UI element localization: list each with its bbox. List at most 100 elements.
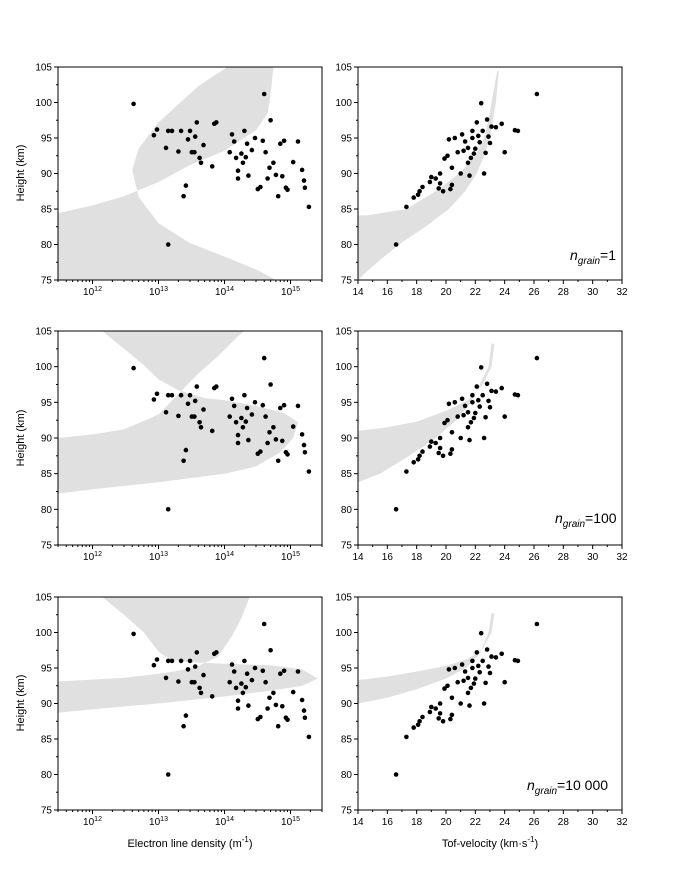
- y-tick-label-r1-density-95: 95: [41, 134, 53, 145]
- x-tick-label-r3-velocity: 22: [470, 817, 482, 828]
- data-point-r3-velocity-38: [481, 701, 487, 706]
- data-point-r2-density-44: [268, 382, 273, 387]
- data-point-r3-velocity-46: [502, 679, 508, 685]
- data-point-r1-density-14: [192, 149, 197, 155]
- data-point-r2-density-50: [281, 402, 287, 408]
- data-point-r1-velocity-30: [470, 128, 475, 134]
- y-tick-label-r2-density-85: 85: [41, 469, 53, 480]
- data-point-r1-velocity-48: [515, 128, 521, 134]
- data-point-r3-density-55: [299, 697, 305, 703]
- data-point-r1-velocity-8: [433, 176, 439, 181]
- x-tick-label-r3-velocity: 26: [528, 817, 540, 828]
- data-point-r1-density-58: [306, 204, 312, 210]
- data-point-r3-density-29: [239, 681, 244, 686]
- y-tick-label-r1-velocity-90: 90: [341, 169, 353, 180]
- data-point-r1-velocity-31: [471, 151, 477, 156]
- data-point-r1-velocity-21: [458, 171, 464, 176]
- data-point-r2-density-33: [244, 405, 250, 411]
- data-point-r2-velocity-2: [411, 460, 417, 465]
- data-point-r2-density-4: [165, 392, 171, 398]
- data-point-r3-velocity-48: [515, 658, 521, 664]
- data-point-r2-velocity-4: [417, 453, 422, 459]
- data-point-r1-velocity-0: [393, 242, 399, 247]
- data-point-r2-density-53: [290, 424, 296, 429]
- x-tick-label-r1-velocity: 14: [352, 287, 364, 298]
- data-point-r1-density-16: [194, 120, 200, 125]
- data-point-r2-velocity-22: [459, 396, 465, 402]
- data-point-r1-velocity-34: [476, 133, 481, 139]
- y-tick-label-r1-velocity-100: 100: [335, 98, 352, 109]
- data-point-r3-velocity-15: [446, 667, 452, 672]
- data-point-r1-density-34: [246, 173, 251, 178]
- data-point-r2-velocity-18: [449, 447, 455, 452]
- data-point-r3-density-35: [249, 677, 255, 683]
- x-tick-label-r3-density: 1012: [83, 816, 102, 828]
- data-point-r1-density-47: [275, 193, 281, 199]
- data-point-r3-density-20: [209, 694, 215, 699]
- data-point-r3-velocity-43: [489, 654, 494, 659]
- data-point-r1-velocity-13: [442, 156, 447, 161]
- data-point-r3-density-6: [165, 772, 171, 777]
- data-point-r3-density-10: [183, 713, 189, 718]
- data-point-r3-density-54: [295, 669, 301, 674]
- data-point-r1-density-15: [192, 134, 198, 139]
- x-axis-title-velocity-close: ): [535, 838, 539, 850]
- data-point-r1-density-28: [235, 176, 241, 181]
- data-point-r3-velocity-45: [499, 651, 505, 657]
- data-point-r2-density-47: [275, 458, 281, 464]
- data-point-r1-velocity-33: [474, 120, 480, 125]
- x-tick-exponent: 14: [226, 816, 234, 823]
- data-point-r3-velocity-5: [420, 714, 425, 720]
- x-tick-label-r2-density: 1014: [215, 551, 234, 563]
- data-point-r3-density-3: [163, 675, 169, 681]
- x-tick-label-r2-velocity: 24: [499, 552, 511, 563]
- x-tick-label-r3-density: 1015: [281, 816, 300, 828]
- data-point-r2-density-11: [185, 401, 191, 407]
- data-point-r1-density-38: [258, 184, 263, 190]
- x-tick-exponent: 12: [94, 816, 102, 823]
- y-tick-label-r2-velocity-85: 85: [341, 469, 353, 480]
- data-point-r2-velocity-26: [465, 425, 471, 430]
- shaded-band-r1-density-0: [58, 67, 276, 280]
- data-point-r3-velocity-24: [462, 669, 468, 674]
- data-point-r1-velocity-29: [470, 135, 475, 141]
- data-point-r2-velocity-3: [415, 457, 421, 462]
- data-point-r1-density-45: [271, 160, 276, 166]
- annotation-2-value: =100: [585, 510, 617, 526]
- data-point-r3-density-1: [151, 662, 157, 668]
- x-tick-label-r2-velocity: 26: [528, 552, 540, 563]
- data-point-r2-density-31: [242, 392, 247, 398]
- data-point-r3-velocity-20: [455, 679, 461, 685]
- data-point-r2-velocity-15: [446, 401, 452, 407]
- data-point-r3-velocity-41: [486, 664, 491, 669]
- data-point-r3-density-52: [285, 717, 290, 723]
- annotation-3-value: =10 000: [557, 777, 608, 793]
- x-tick-base: 10: [83, 287, 95, 298]
- x-tick-base: 10: [149, 287, 161, 298]
- data-point-r2-density-56: [301, 442, 307, 448]
- data-point-r1-velocity-5: [420, 184, 425, 190]
- data-point-r3-velocity-34: [476, 663, 481, 669]
- x-tick-label-r3-velocity: 14: [352, 817, 364, 828]
- data-point-r3-density-26: [233, 685, 239, 691]
- x-tick-label-r2-density: 1013: [149, 551, 168, 563]
- data-point-r3-density-32: [243, 684, 249, 690]
- data-point-r2-density-29: [239, 415, 244, 421]
- data-point-r1-density-20: [209, 164, 215, 169]
- data-point-r3-velocity-0: [393, 772, 399, 777]
- data-point-r3-density-22: [214, 650, 219, 655]
- data-point-r2-density-52: [285, 452, 290, 457]
- x-tick-base: 10: [83, 552, 95, 563]
- data-point-r1-velocity-40: [484, 117, 490, 122]
- data-point-r3-density-38: [258, 714, 263, 720]
- y-axis-title-row3: Height (km): [15, 675, 27, 732]
- data-point-r3-velocity-42: [487, 670, 493, 676]
- data-point-r1-density-56: [301, 178, 307, 183]
- y-tick-label-r3-density-90: 90: [41, 699, 53, 710]
- y-tick-label-r3-density-85: 85: [41, 735, 53, 746]
- data-point-r2-velocity-35: [477, 404, 483, 409]
- x-tick-base: 10: [215, 817, 227, 828]
- data-point-r3-density-42: [265, 706, 270, 711]
- data-point-r1-velocity-28: [468, 155, 474, 161]
- data-point-r1-velocity-46: [502, 149, 508, 155]
